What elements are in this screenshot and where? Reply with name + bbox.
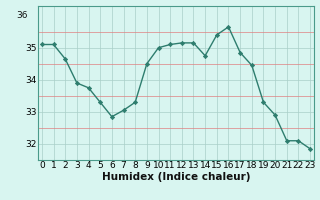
Text: 36: 36 [16,11,28,20]
X-axis label: Humidex (Indice chaleur): Humidex (Indice chaleur) [102,172,250,182]
